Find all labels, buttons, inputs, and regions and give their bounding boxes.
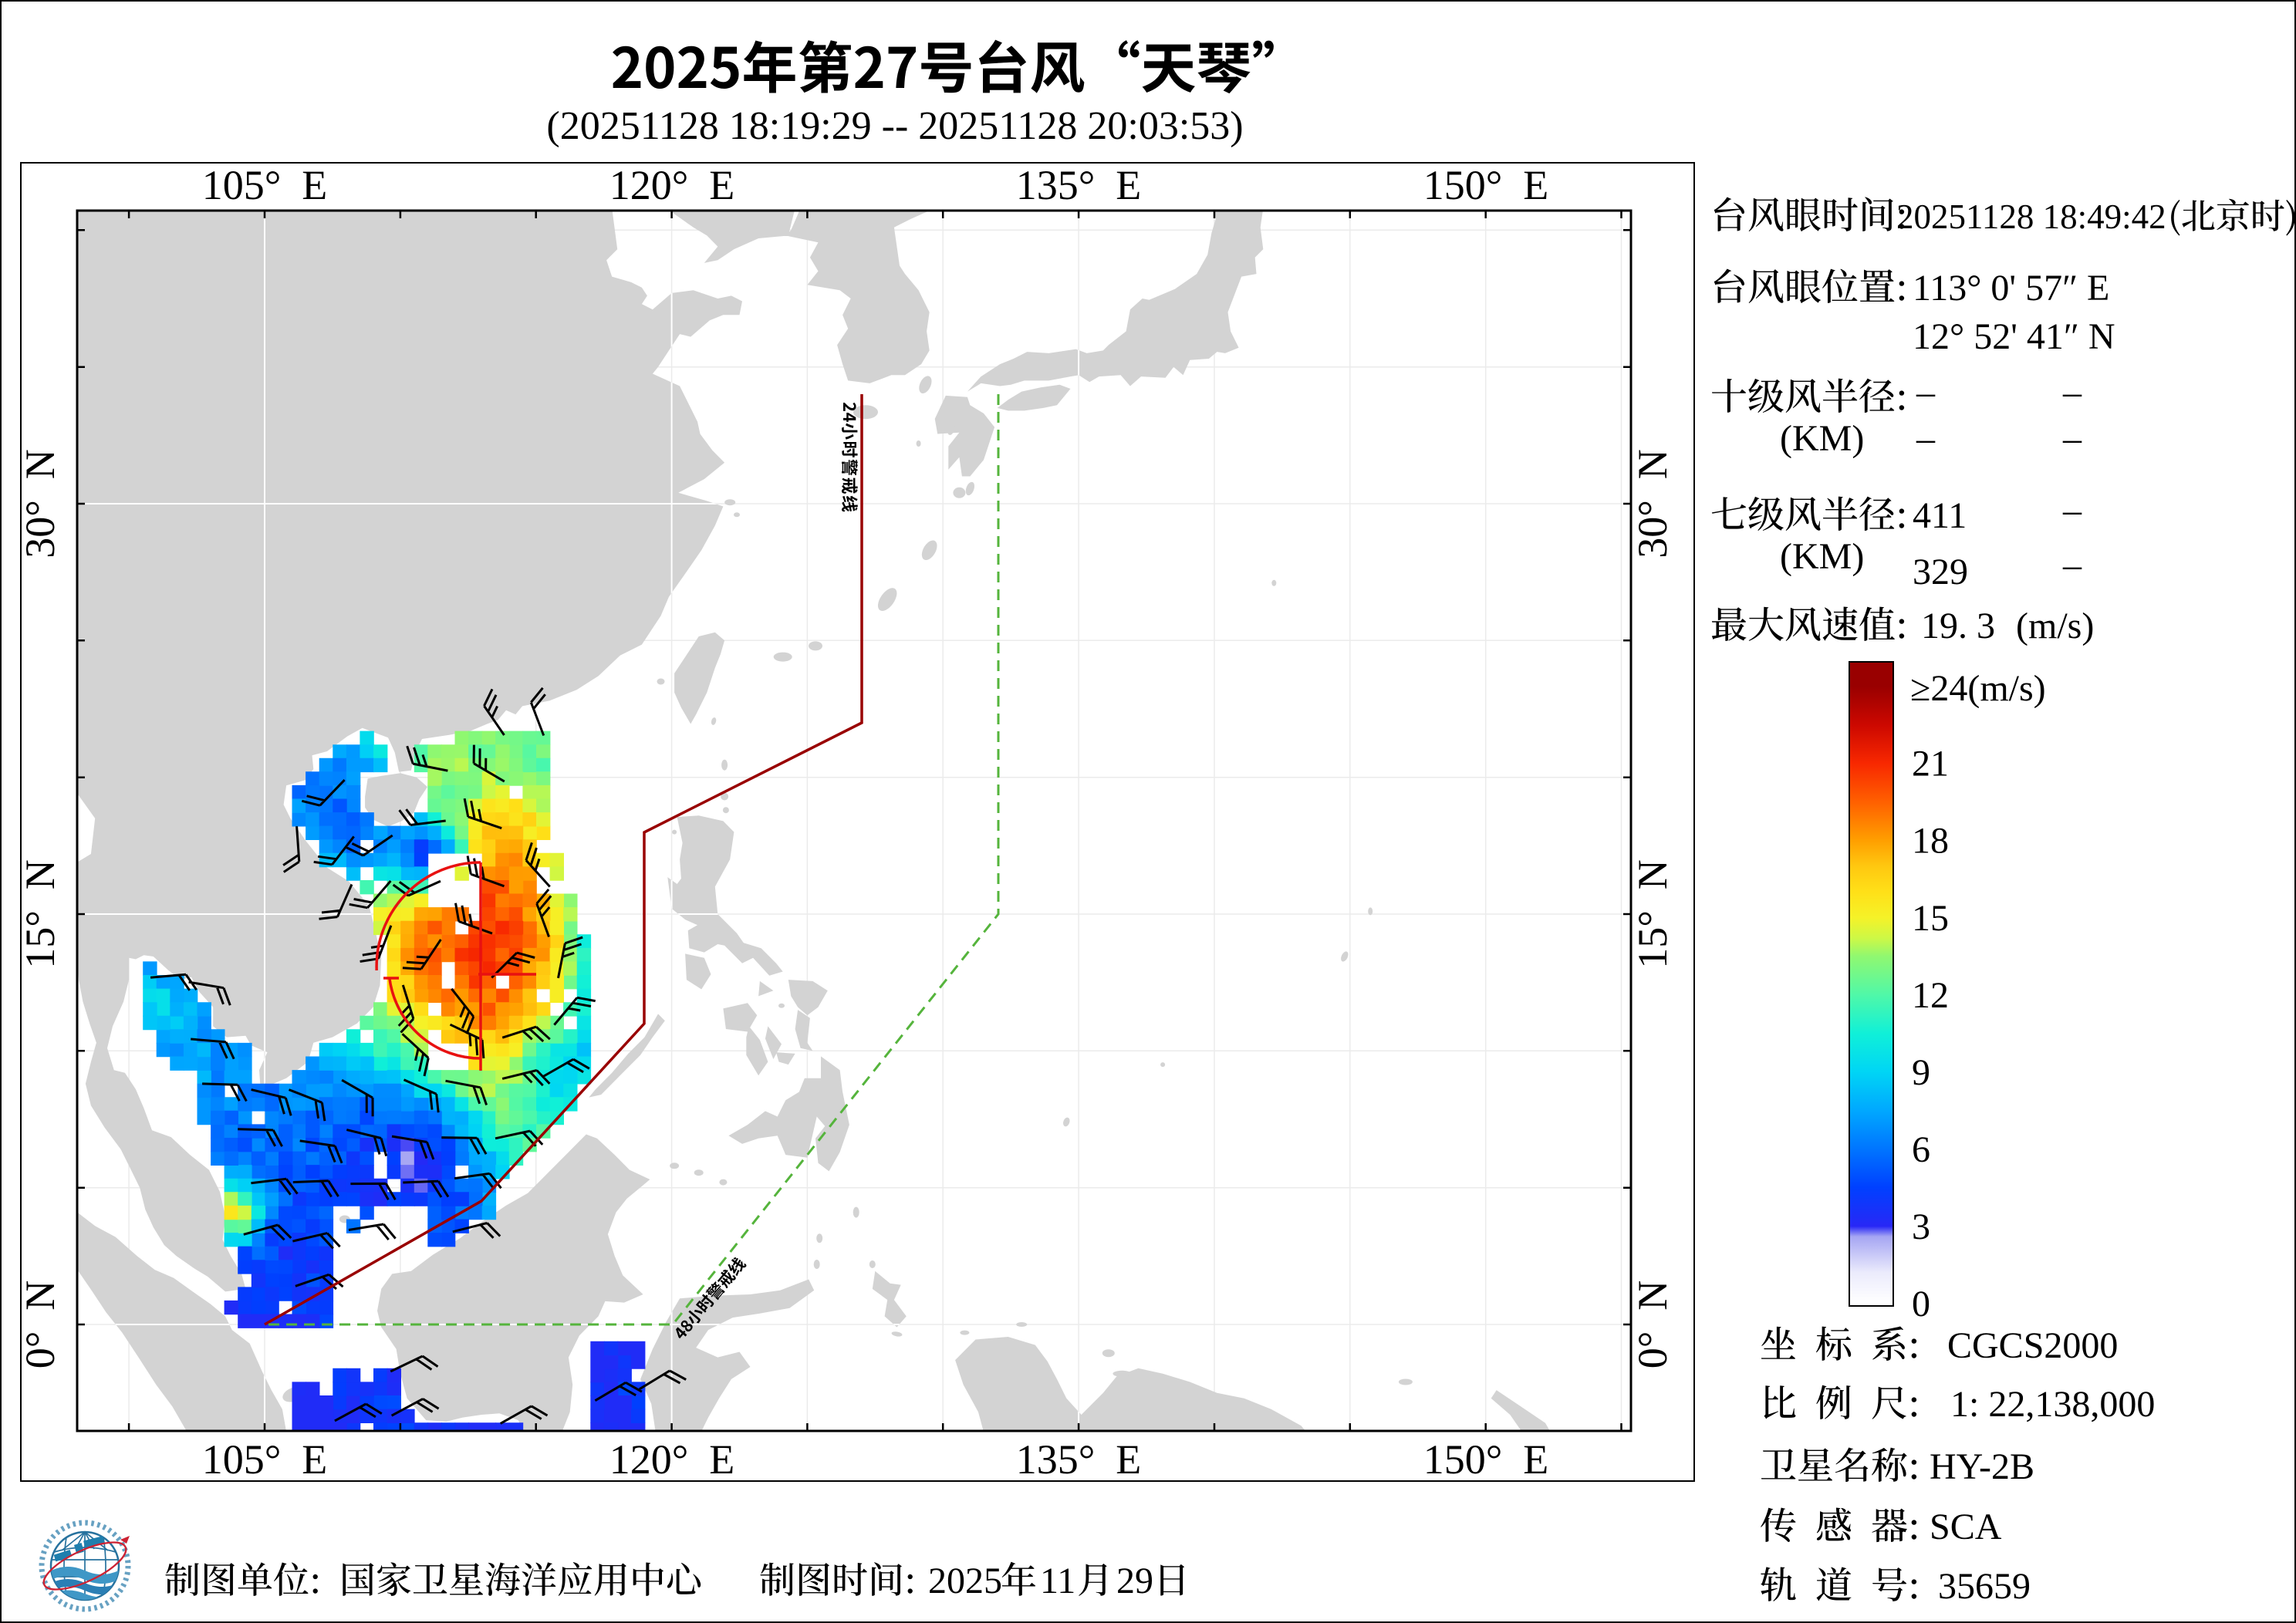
svg-text:1: 22,138,000: 1: 22,138,000 xyxy=(1950,1384,2155,1425)
svg-text:9: 9 xyxy=(1912,1052,1930,1093)
svg-text:120° E: 120° E xyxy=(609,162,735,208)
svg-text:12: 12 xyxy=(1912,975,1949,1016)
svg-text:18: 18 xyxy=(1912,821,1949,862)
svg-text:6: 6 xyxy=(1912,1129,1930,1170)
svg-text:2025: 2025 xyxy=(928,1561,1002,1601)
svg-text:21: 21 xyxy=(1912,744,1949,785)
svg-text:29: 29 xyxy=(1116,1561,1153,1601)
svg-text:0° N: 0° N xyxy=(1629,1281,1676,1369)
svg-text:135° E: 135° E xyxy=(1016,162,1142,208)
svg-text:–: – xyxy=(2062,372,2082,413)
svg-text:(20251128 18:19:29 -- 20251128: (20251128 18:19:29 -- 20251128 20:03:53) xyxy=(546,104,1243,148)
svg-text:35659: 35659 xyxy=(1938,1566,2031,1607)
svg-text:135° E: 135° E xyxy=(1016,1436,1142,1483)
svg-text:(m/s): (m/s) xyxy=(2016,606,2094,646)
svg-text:11: 11 xyxy=(1040,1561,1075,1601)
svg-text:15° N: 15° N xyxy=(17,859,63,969)
svg-text:150° E: 150° E xyxy=(1423,162,1549,208)
svg-text:(KM): (KM) xyxy=(1780,418,1864,459)
svg-text:20251128 18:49:42: 20251128 18:49:42 xyxy=(1896,197,2166,236)
svg-text:15: 15 xyxy=(1912,898,1949,939)
svg-text:329: 329 xyxy=(1913,552,1968,592)
svg-text:150° E: 150° E xyxy=(1423,1436,1549,1483)
svg-text:–: – xyxy=(2062,545,2082,585)
svg-text:105° E: 105° E xyxy=(202,1436,328,1483)
svg-text:–: – xyxy=(2062,418,2082,459)
svg-text:CGCS2000: CGCS2000 xyxy=(1947,1325,2118,1366)
svg-text:30° N: 30° N xyxy=(17,449,63,558)
svg-text:12° 52' 41″ N: 12° 52' 41″ N xyxy=(1913,316,2115,357)
svg-text:105° E: 105° E xyxy=(202,162,328,208)
svg-text:(KM): (KM) xyxy=(1780,536,1864,577)
svg-text:411: 411 xyxy=(1913,495,1967,536)
svg-text:3: 3 xyxy=(1912,1206,1930,1247)
svg-text:SCA: SCA xyxy=(1930,1507,2002,1547)
svg-text:19. 3: 19. 3 xyxy=(1921,606,1995,646)
svg-text:0° N: 0° N xyxy=(17,1281,63,1369)
svg-text:15° N: 15° N xyxy=(1629,859,1676,969)
svg-text:30° N: 30° N xyxy=(1629,449,1676,558)
svg-text:–: – xyxy=(1916,418,1936,459)
svg-text:≥24(m/s): ≥24(m/s) xyxy=(1910,668,2046,709)
svg-text:–: – xyxy=(1916,372,1936,413)
svg-text:HY-2B: HY-2B xyxy=(1930,1446,2034,1487)
svg-text:113° 0' 57″ E: 113° 0' 57″ E xyxy=(1913,268,2109,309)
svg-text:0: 0 xyxy=(1912,1284,1930,1324)
svg-text:120° E: 120° E xyxy=(609,1436,735,1483)
svg-text:–: – xyxy=(2062,490,2082,531)
